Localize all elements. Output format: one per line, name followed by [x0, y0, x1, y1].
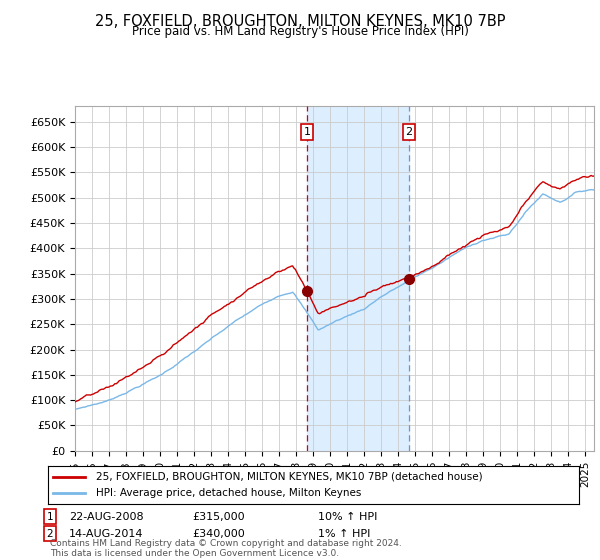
- Text: 1: 1: [46, 512, 53, 522]
- Text: 14-AUG-2014: 14-AUG-2014: [69, 529, 143, 539]
- Text: 25, FOXFIELD, BROUGHTON, MILTON KEYNES, MK10 7BP (detached house): 25, FOXFIELD, BROUGHTON, MILTON KEYNES, …: [96, 472, 482, 482]
- Text: 22-AUG-2008: 22-AUG-2008: [69, 512, 143, 522]
- Bar: [307, 106, 409, 451]
- Text: 1% ↑ HPI: 1% ↑ HPI: [318, 529, 370, 539]
- Text: 25, FOXFIELD, BROUGHTON, MILTON KEYNES, MK10 7BP: 25, FOXFIELD, BROUGHTON, MILTON KEYNES, …: [95, 14, 505, 29]
- Text: 10% ↑ HPI: 10% ↑ HPI: [318, 512, 377, 522]
- Text: £315,000: £315,000: [192, 512, 245, 522]
- Text: 2: 2: [46, 529, 53, 539]
- Text: £340,000: £340,000: [192, 529, 245, 539]
- Text: HPI: Average price, detached house, Milton Keynes: HPI: Average price, detached house, Milt…: [96, 488, 361, 498]
- Text: Contains HM Land Registry data © Crown copyright and database right 2024.
This d: Contains HM Land Registry data © Crown c…: [50, 539, 401, 558]
- Text: Price paid vs. HM Land Registry's House Price Index (HPI): Price paid vs. HM Land Registry's House …: [131, 25, 469, 38]
- Text: 1: 1: [304, 127, 311, 137]
- Text: 2: 2: [405, 127, 412, 137]
